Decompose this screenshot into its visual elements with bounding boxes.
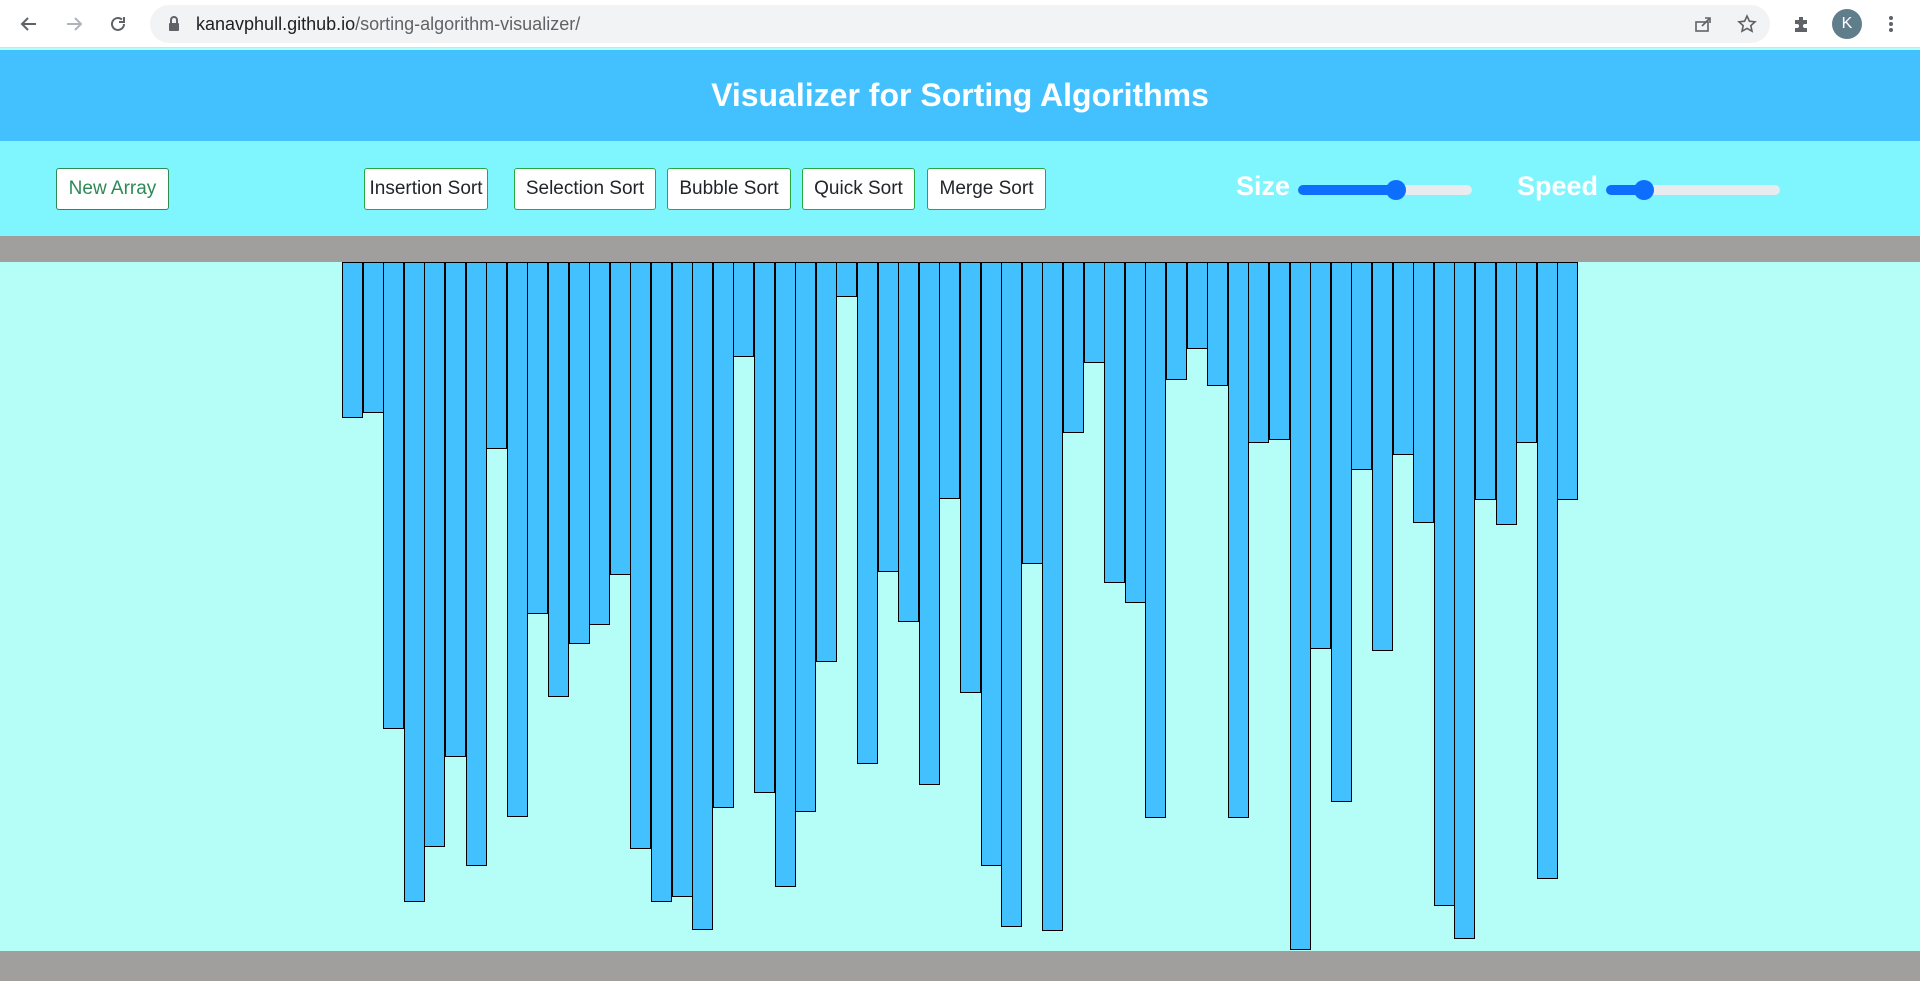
array-bar <box>713 262 734 808</box>
array-bar <box>1207 262 1228 386</box>
controls-bar: New Array Insertion Sort Selection Sort … <box>0 141 1920 236</box>
array-bar <box>1145 262 1166 818</box>
array-bar <box>981 262 1002 866</box>
url-text: kanavphull.github.io/sorting-algorithm-v… <box>196 14 580 35</box>
array-bar <box>939 262 960 499</box>
array-bar <box>1310 262 1331 649</box>
back-icon[interactable] <box>14 9 44 39</box>
url-path: /sorting-algorithm-visualizer/ <box>355 14 581 34</box>
page-title: Visualizer for Sorting Algorithms <box>711 77 1209 113</box>
top-divider <box>0 236 1920 262</box>
array-bar <box>1104 262 1125 583</box>
array-bar <box>878 262 899 572</box>
selection-sort-button[interactable]: Selection Sort <box>514 168 656 210</box>
array-bar <box>1454 262 1475 939</box>
lock-icon <box>168 16 180 37</box>
array-bar <box>857 262 878 764</box>
array-bar <box>363 262 384 413</box>
array-bar <box>1084 262 1105 363</box>
array-bar <box>1537 262 1558 879</box>
array-bar <box>507 262 528 817</box>
size-slider-thumb[interactable] <box>1386 180 1406 200</box>
array-bar <box>486 262 507 449</box>
insertion-sort-button[interactable]: Insertion Sort <box>364 168 488 210</box>
array-bar <box>569 262 590 644</box>
address-bar[interactable]: kanavphull.github.io/sorting-algorithm-v… <box>150 5 1770 43</box>
array-bar <box>754 262 775 793</box>
array-bar <box>672 262 693 897</box>
profile-avatar[interactable]: K <box>1832 9 1862 39</box>
speed-label: Speed <box>1517 171 1599 201</box>
array-bar <box>589 262 610 625</box>
array-bar <box>445 262 466 757</box>
extensions-icon[interactable] <box>1786 9 1816 39</box>
array-bar <box>1269 262 1290 440</box>
bottom-divider <box>0 951 1920 981</box>
array-bar <box>610 262 631 575</box>
array-bar <box>548 262 569 697</box>
quick-sort-button[interactable]: Quick Sort <box>802 168 915 210</box>
size-slider[interactable] <box>1298 180 1472 200</box>
array-bar <box>527 262 548 614</box>
array-bar <box>1248 262 1269 443</box>
array-bar <box>1228 262 1249 818</box>
array-bar <box>1413 262 1434 523</box>
array-bar <box>404 262 425 902</box>
bookmark-star-icon[interactable] <box>1732 9 1762 39</box>
array-bar <box>1166 262 1187 380</box>
array-bar <box>1290 262 1311 950</box>
array-bar <box>898 262 919 622</box>
array-bar <box>1393 262 1414 455</box>
url-domain: kanavphull.github.io <box>196 14 356 34</box>
new-array-button[interactable]: New Array <box>56 168 169 210</box>
array-bar <box>342 262 363 418</box>
size-slider-fill <box>1298 185 1396 195</box>
menu-kebab-icon[interactable] <box>1876 9 1906 39</box>
array-bar <box>775 262 796 887</box>
array-bar <box>816 262 837 662</box>
array-bar <box>651 262 672 902</box>
array-bar <box>1351 262 1372 470</box>
array-bar <box>1475 262 1496 500</box>
array-bar <box>1372 262 1393 651</box>
array-bar <box>1187 262 1208 349</box>
array-bar <box>424 262 445 847</box>
speed-slider-thumb[interactable] <box>1634 180 1654 200</box>
array-bar <box>383 262 404 729</box>
merge-sort-button[interactable]: Merge Sort <box>927 168 1046 210</box>
array-bar <box>1042 262 1063 931</box>
array-bar <box>919 262 940 785</box>
array-bar <box>466 262 487 866</box>
bubble-sort-button[interactable]: Bubble Sort <box>667 168 791 210</box>
array-bar <box>1496 262 1517 525</box>
array-bar <box>1331 262 1352 802</box>
array-bar <box>1434 262 1455 906</box>
array-bar <box>1001 262 1022 927</box>
array-bar <box>692 262 713 930</box>
array-bar <box>795 262 816 812</box>
array-bar <box>960 262 981 693</box>
array-bar <box>1516 262 1537 443</box>
page-header: Visualizer for Sorting Algorithms <box>0 50 1920 141</box>
size-label: Size <box>1236 171 1291 201</box>
array-bar <box>1022 262 1043 564</box>
array-bar <box>1125 262 1146 603</box>
array-bar <box>1557 262 1578 500</box>
array-bar <box>836 262 857 297</box>
reload-icon[interactable] <box>103 9 133 39</box>
array-bar <box>1063 262 1084 433</box>
profile-initial: K <box>1841 15 1853 32</box>
array-bar <box>733 262 754 357</box>
speed-slider-fill <box>1606 185 1644 195</box>
share-icon[interactable] <box>1688 9 1718 39</box>
browser-toolbar: kanavphull.github.io/sorting-algorithm-v… <box>0 0 1920 48</box>
speed-slider[interactable] <box>1606 180 1780 200</box>
array-bars-area <box>0 262 1920 951</box>
array-bar <box>630 262 651 849</box>
forward-icon[interactable] <box>59 9 89 39</box>
